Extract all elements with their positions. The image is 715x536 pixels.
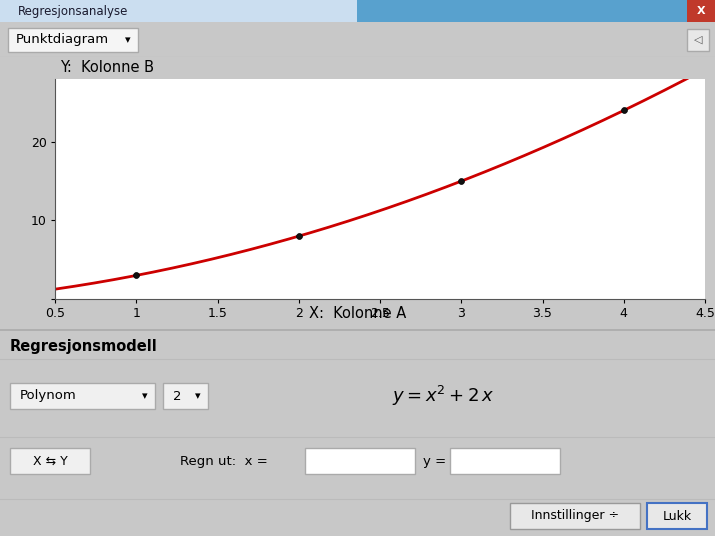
Text: $y = x^2 + 2\,x$: $y = x^2 + 2\,x$	[392, 384, 495, 408]
Bar	[647, 503, 707, 529]
Text: ▾: ▾	[125, 35, 131, 45]
Point	[131, 271, 142, 280]
Text: Lukk: Lukk	[662, 510, 691, 523]
Text: Regresjonsmodell: Regresjonsmodell	[10, 339, 158, 354]
Bar	[10, 448, 90, 474]
Text: ▾: ▾	[142, 391, 148, 401]
Bar	[305, 448, 415, 474]
Bar	[510, 503, 640, 529]
Text: Regn ut:  x =: Regn ut: x =	[180, 455, 267, 467]
Bar	[8, 28, 138, 52]
Point	[293, 232, 305, 241]
Text: y =: y =	[423, 455, 446, 467]
Point	[618, 106, 629, 115]
Text: X:  Kolonne A: X: Kolonne A	[309, 307, 406, 322]
Text: Innstillinger ÷: Innstillinger ÷	[531, 510, 619, 523]
Bar	[163, 383, 208, 409]
Bar	[687, 0, 715, 22]
Bar	[450, 448, 560, 474]
Text: Y:  Kolonne B: Y: Kolonne B	[60, 61, 154, 76]
Text: ▾: ▾	[195, 391, 201, 401]
Text: Regresjonsanalyse: Regresjonsanalyse	[18, 4, 128, 18]
Text: 2: 2	[173, 390, 182, 403]
Text: Polynom: Polynom	[20, 390, 77, 403]
Text: X: X	[696, 6, 705, 16]
Point	[455, 177, 467, 185]
Bar	[10, 383, 155, 409]
Text: X ⇆ Y: X ⇆ Y	[33, 455, 67, 467]
Text: ◁: ◁	[694, 35, 702, 45]
Bar	[687, 29, 709, 51]
Text: Punktdiagram: Punktdiagram	[16, 33, 109, 47]
